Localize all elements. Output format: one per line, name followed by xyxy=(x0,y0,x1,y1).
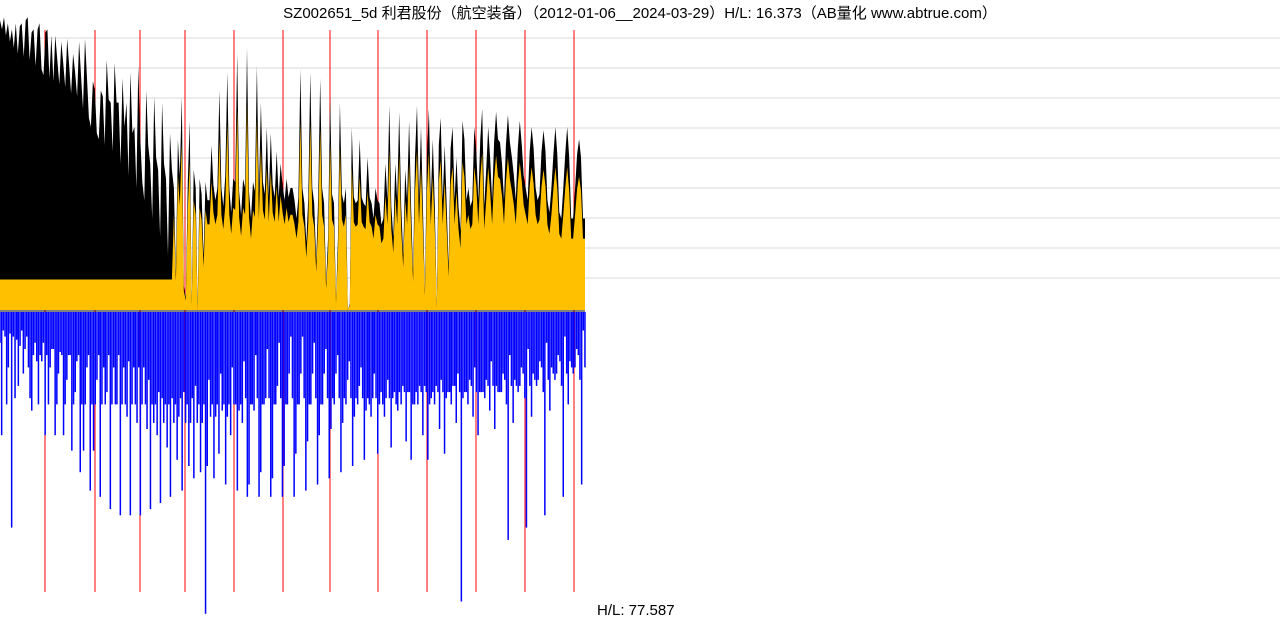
chart-canvas xyxy=(0,0,1280,620)
footer-hl-label: H/L: 77.587 xyxy=(597,602,675,619)
stock-chart: SZ002651_5d 利君股份（航空装备）（2012-01-06__2024-… xyxy=(0,0,1280,620)
